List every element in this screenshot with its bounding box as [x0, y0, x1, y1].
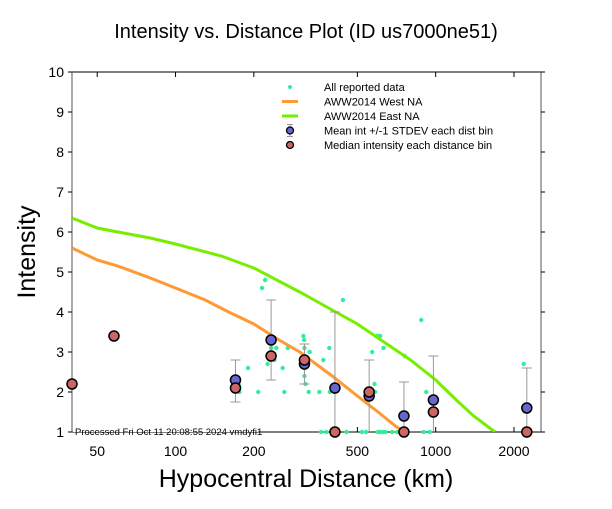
data-point [394, 429, 400, 435]
data-point [282, 389, 287, 395]
x-tick-label: 500 [346, 443, 370, 459]
data-point [427, 429, 433, 435]
data-point [306, 389, 311, 395]
data-point [389, 429, 395, 435]
y-tick-label: 1 [56, 424, 64, 440]
data-point [363, 429, 369, 435]
legend-circle-icon [285, 126, 295, 135]
data-point [317, 389, 322, 395]
mean-marker [521, 402, 533, 414]
y-tick-label: 4 [56, 304, 64, 320]
mean-marker [329, 382, 341, 394]
data-point [245, 365, 251, 371]
data-point [424, 389, 429, 395]
legend-label: All reported data [324, 82, 406, 94]
processed-annotation: Processed Fri Oct 11 20:08:55 2024 vmdyf… [75, 427, 262, 438]
data-point [419, 317, 424, 323]
data-point [301, 333, 306, 339]
y-tick-label: 8 [56, 144, 64, 160]
median-marker [521, 426, 533, 438]
data-point [262, 277, 268, 283]
mean-marker [427, 394, 440, 406]
median-marker [108, 330, 120, 342]
y-tick-label: 3 [56, 344, 64, 360]
data-point [340, 297, 346, 303]
data-point [318, 429, 324, 435]
legend-label: Median intensity each distance bin [324, 140, 492, 152]
median-marker [427, 406, 440, 418]
data-point [256, 389, 261, 395]
mean-marker [265, 334, 277, 346]
west-na-line [72, 246, 406, 432]
data-point [372, 381, 377, 387]
median-marker [265, 350, 277, 362]
data-point [321, 357, 326, 363]
data-point [359, 429, 364, 435]
legend: All reported data AWW2014 West NA AWW2014 … [282, 82, 493, 152]
median-marker [66, 378, 78, 390]
data-point [421, 429, 426, 435]
data-point [324, 429, 329, 435]
y-tick-label: 2 [56, 384, 64, 400]
data-point [301, 337, 307, 343]
chart-title: Intensity vs. Distance Plot (ID us7000ne… [114, 21, 498, 43]
data-point [344, 429, 349, 435]
data-point [381, 345, 386, 351]
legend-label: Mean int +/-1 STDEV each dist bin [324, 126, 493, 138]
legend-label: AWW2014 East NA [324, 111, 420, 123]
y-tick-label: 7 [56, 184, 64, 200]
y-tick-label: 10 [48, 64, 64, 80]
x-tick-label: 1000 [420, 443, 451, 459]
median-marker [398, 426, 410, 438]
mean-marker [398, 410, 410, 422]
median-marker [363, 386, 375, 398]
y-tick-label: 6 [56, 224, 64, 240]
x-tick-label: 2000 [498, 443, 529, 459]
median-marker [329, 426, 341, 438]
median-marker [298, 354, 311, 366]
y-axis-label: Intensity [13, 205, 41, 299]
plot-area: 1 2 3 4 5 6 7 8 9 10 50 100 200 500 1000 2000 [48, 64, 545, 459]
data-point [383, 429, 388, 435]
data-point [369, 349, 375, 355]
data-point [307, 349, 312, 355]
data-point [521, 361, 526, 367]
data-point [265, 361, 270, 367]
data-point [259, 285, 265, 291]
data-point [327, 345, 332, 351]
legend-label: AWW2014 West NA [324, 97, 423, 109]
y-tick-label: 5 [56, 264, 64, 280]
legend-dot-icon [288, 85, 292, 89]
x-tick-label: 200 [242, 443, 266, 459]
y-tick-label: 9 [56, 104, 64, 120]
annotation-bg [73, 422, 258, 432]
data-point [274, 345, 279, 351]
east-na-line [72, 216, 496, 432]
legend-circle-icon [285, 140, 295, 150]
median-marker [229, 382, 242, 394]
x-tick-label: 50 [89, 443, 105, 459]
x-axis-label: Hypocentral Distance (km) [159, 465, 454, 493]
x-tick-label: 100 [164, 443, 188, 459]
data-point [280, 365, 285, 371]
